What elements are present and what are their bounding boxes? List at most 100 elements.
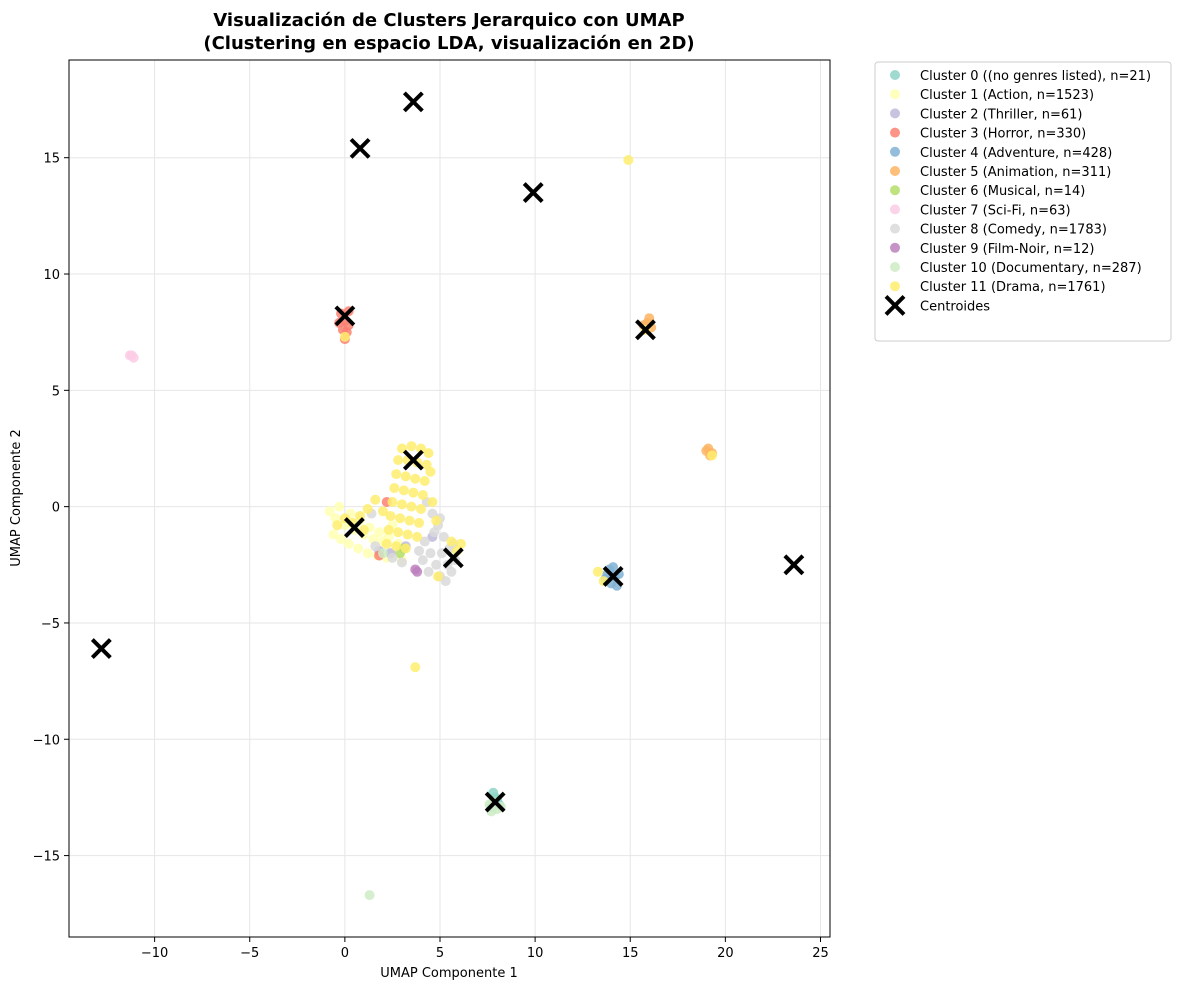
- centroid-stroke: [522, 182, 544, 204]
- data-point: [592, 566, 603, 577]
- legend-label: Cluster 2 (Thriller, n=61): [920, 107, 1082, 122]
- centroid-marker: [90, 638, 112, 659]
- legend-label: Cluster 3 (Horror, n=330): [920, 127, 1086, 142]
- data-point: [404, 515, 415, 526]
- legend-marker: [890, 262, 900, 272]
- data-point: [406, 501, 417, 512]
- data-point: [362, 548, 373, 559]
- centroid-marker: [349, 137, 371, 159]
- legend-marker: [890, 185, 900, 196]
- data-point: [414, 545, 425, 556]
- x-tick-label: 20: [717, 946, 734, 961]
- data-point: [336, 534, 347, 545]
- data-point: [393, 455, 404, 466]
- y-tick-label: −5: [41, 617, 60, 632]
- data-point: [339, 331, 350, 342]
- legend-marker: [890, 146, 900, 157]
- centroid-stroke: [635, 319, 656, 341]
- x-tick-label: 15: [622, 946, 639, 961]
- data-point: [707, 450, 718, 461]
- y-tick-label: 5: [52, 384, 60, 399]
- x-tick-label: −5: [240, 946, 259, 961]
- centroid-marker: [602, 566, 624, 587]
- x-axis-label: UMAP Componente 1: [380, 966, 517, 981]
- centroid-stroke: [90, 638, 112, 659]
- centroid-marker: [343, 517, 365, 538]
- legend-marker: [890, 281, 900, 292]
- centroid-marker: [334, 305, 356, 327]
- chart-title: Visualización de Clusters Jerarquico con…: [213, 10, 684, 31]
- data-point: [406, 441, 417, 452]
- data-point: [395, 513, 406, 524]
- data-point: [387, 552, 398, 563]
- data-point: [398, 485, 409, 496]
- data-point: [385, 510, 396, 521]
- data-point: [377, 548, 388, 559]
- legend-marker: [890, 204, 900, 215]
- data-point: [446, 536, 457, 547]
- axis-ticks: −10 −5 0 5 10 15 20 25 −15 −10 −5 0 5 10 15: [33, 152, 829, 961]
- y-tick-label: −10: [33, 733, 60, 748]
- data-point: [425, 548, 436, 559]
- data-point: [374, 527, 385, 538]
- y-tick-label: 10: [43, 268, 60, 283]
- data-point: [417, 490, 428, 501]
- centroid-stroke: [442, 547, 464, 569]
- grid-lines: [69, 60, 830, 937]
- x-tick-label: 10: [527, 946, 544, 961]
- legend-label: Cluster 9 (Film-Noir, n=12): [920, 242, 1095, 257]
- data-point: [400, 471, 411, 482]
- data-point: [433, 571, 444, 582]
- y-tick-label: 15: [43, 152, 60, 167]
- data-point: [396, 557, 407, 568]
- centroid-stroke: [334, 305, 356, 327]
- legend-marker: [890, 223, 900, 234]
- data-point: [419, 536, 430, 547]
- centroid-stroke: [484, 791, 506, 813]
- y-tick-label: 0: [52, 501, 60, 516]
- data-point: [425, 466, 436, 477]
- data-point: [381, 538, 392, 549]
- x-tick-label: −10: [141, 946, 168, 961]
- plot-frame: [68, 59, 831, 938]
- legend-label: Cluster 5 (Animation, n=311): [920, 165, 1111, 180]
- y-tick-label: −15: [33, 850, 60, 865]
- legend-label: Cluster 0 ((no genres listed), n=21): [920, 69, 1151, 84]
- data-point: [377, 506, 388, 517]
- centroid-marker: [484, 791, 506, 813]
- data-point: [370, 541, 381, 552]
- data-point: [410, 473, 421, 484]
- data-point: [415, 503, 426, 514]
- legend-label: Cluster 10 (Documentary, n=287): [920, 261, 1142, 276]
- centroid-marker: [402, 91, 424, 113]
- data-point: [410, 564, 421, 575]
- legend-marker: [890, 127, 900, 138]
- data-point: [414, 517, 425, 528]
- data-point: [353, 543, 364, 554]
- x-tick-label: 0: [341, 946, 349, 961]
- data-point: [324, 506, 335, 517]
- x-tick-label: 25: [812, 946, 829, 961]
- centroid-marker: [442, 547, 464, 569]
- data-point: [423, 448, 434, 459]
- legend-marker: [890, 89, 900, 100]
- data-point: [383, 524, 394, 535]
- data-point: [608, 562, 619, 573]
- legend-centroid-marker: [884, 294, 906, 316]
- data-point: [429, 527, 440, 538]
- data-point: [328, 529, 339, 540]
- centroid-stroke: [884, 294, 906, 316]
- data-point: [396, 443, 407, 454]
- data-point: [364, 890, 375, 901]
- data-point: [423, 566, 434, 577]
- data-point: [124, 350, 135, 361]
- centroid-stroke: [783, 554, 805, 576]
- y-axis-label: UMAP Componente 2: [9, 429, 24, 566]
- data-point: [334, 501, 345, 512]
- data-point: [415, 443, 426, 454]
- data-point: [431, 515, 442, 526]
- data-point: [389, 483, 400, 494]
- centroid-stroke: [402, 91, 424, 113]
- legend: Cluster 0 ((no genres listed), n=21) Clus…: [874, 61, 1172, 342]
